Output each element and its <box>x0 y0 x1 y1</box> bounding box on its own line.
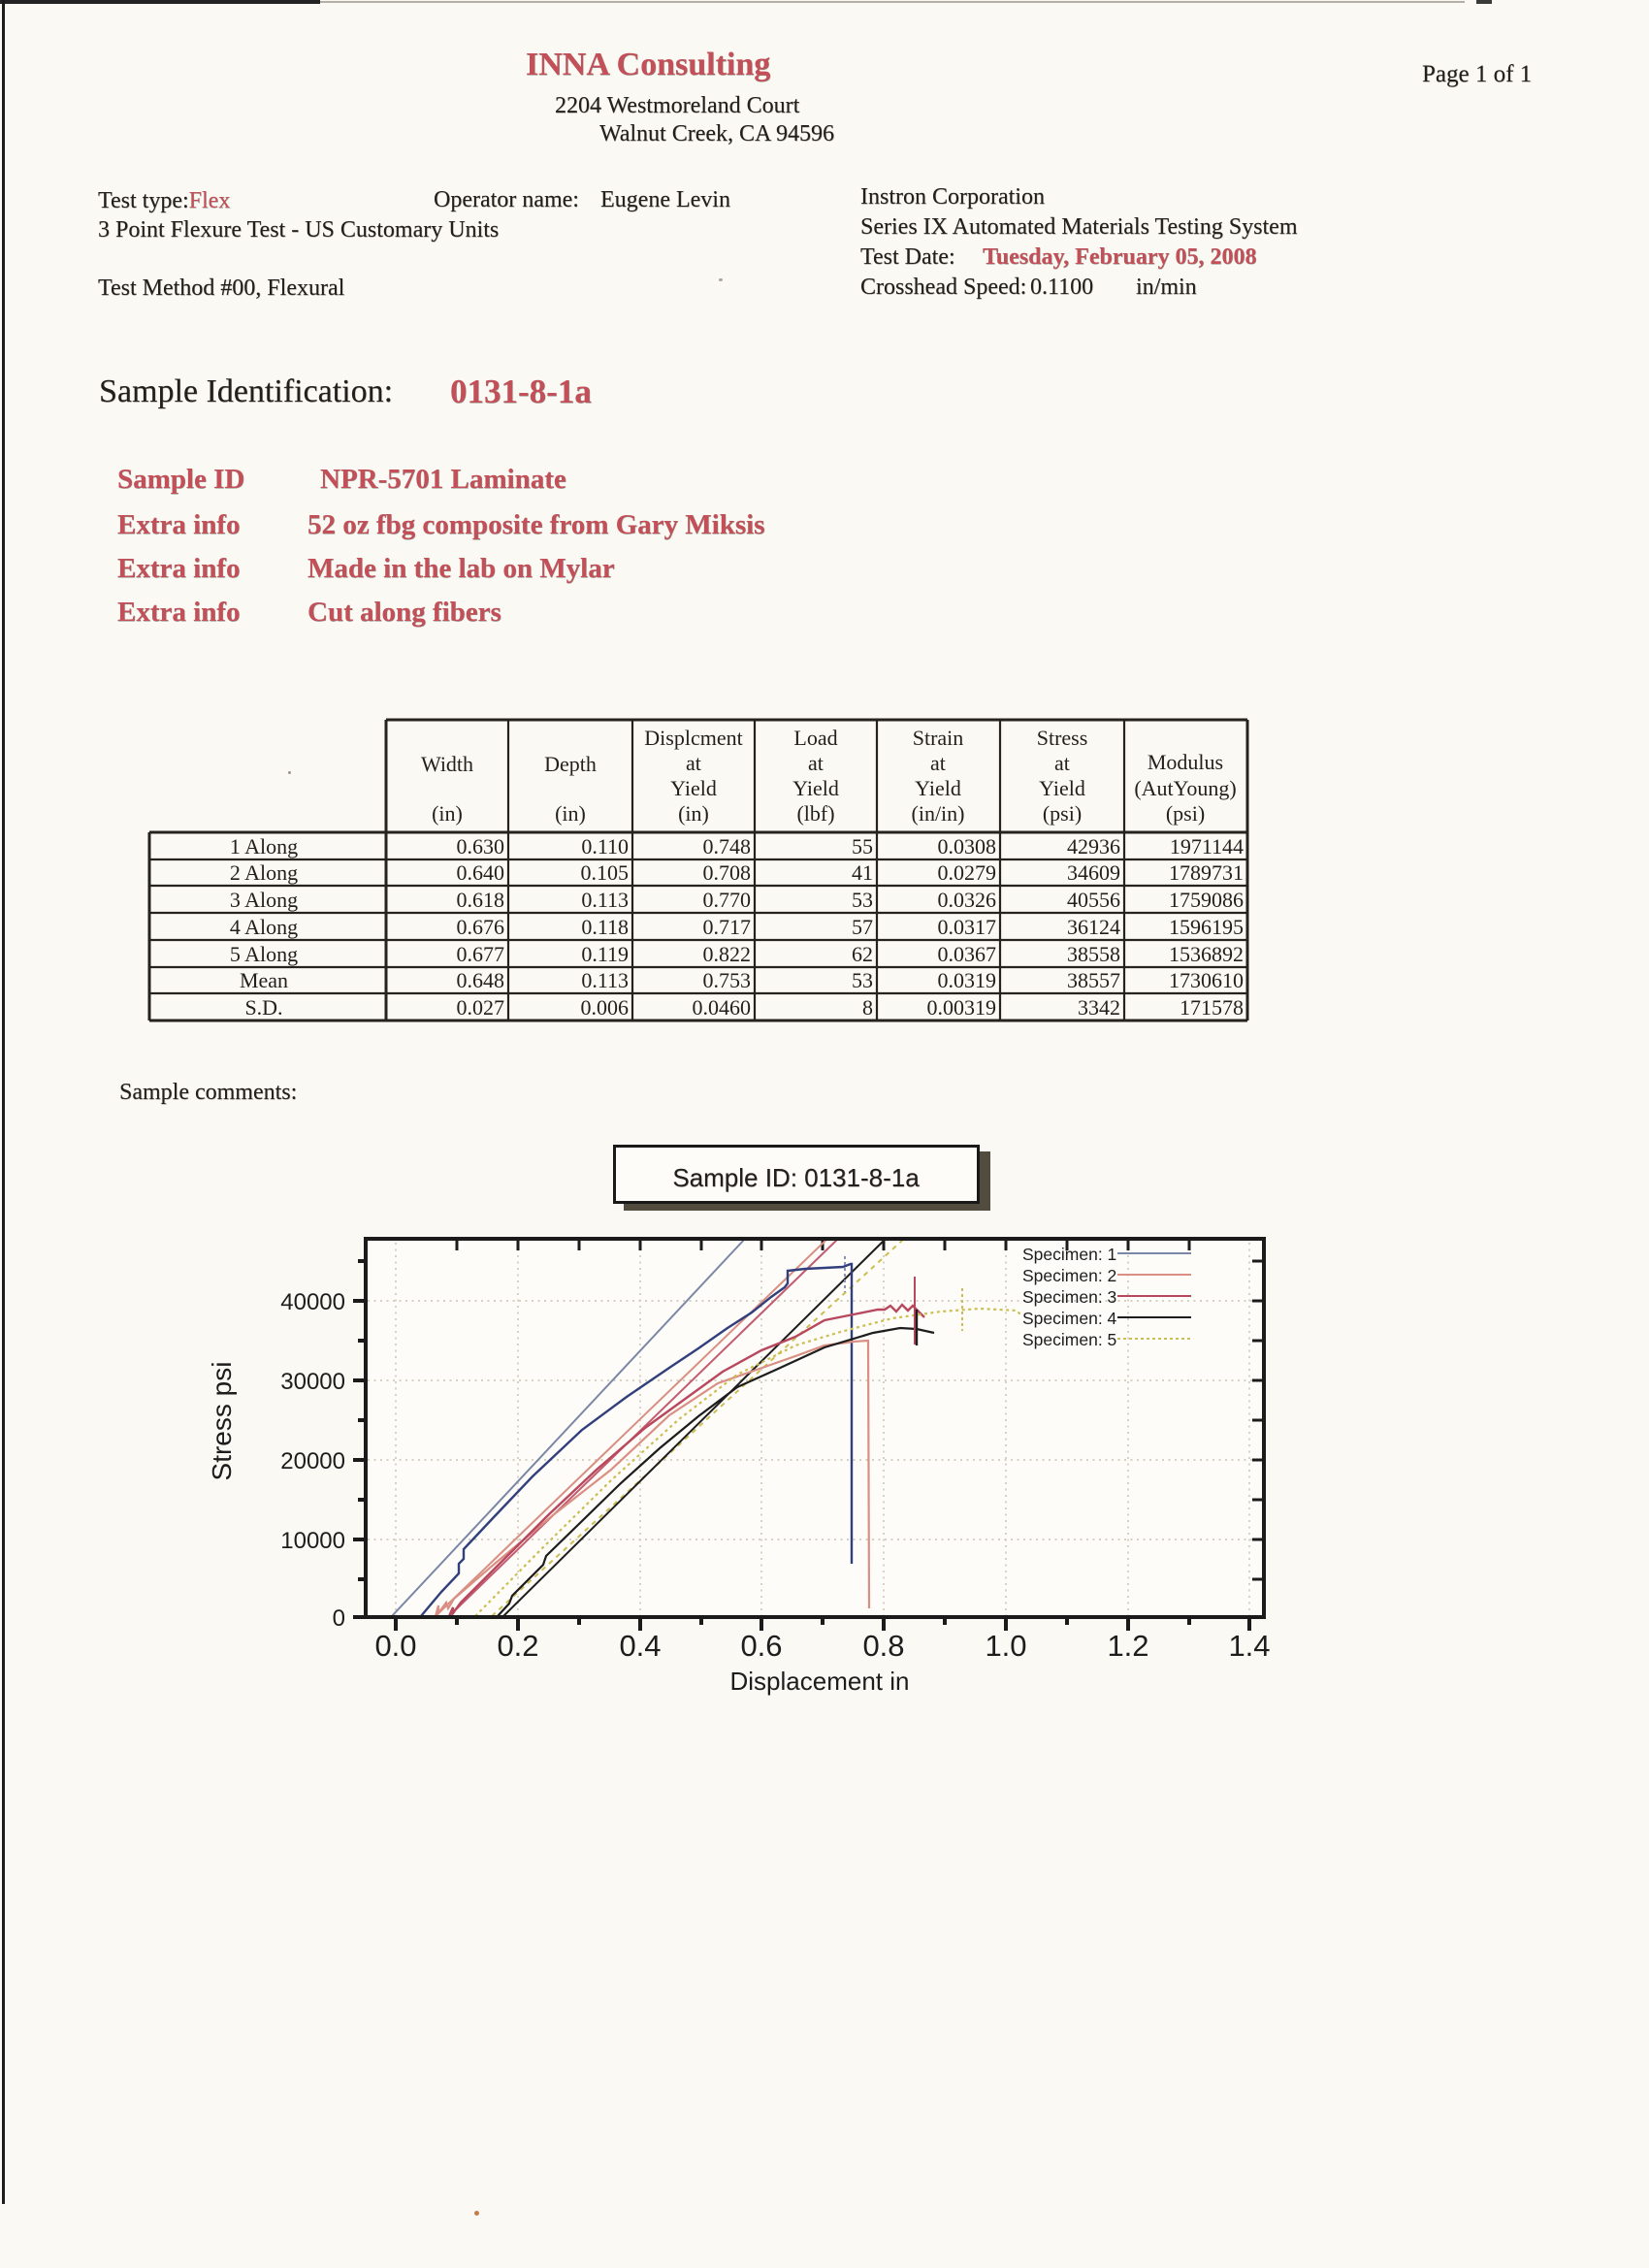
svg-text:Specimen: 5: Specimen: 5 <box>1022 1330 1116 1349</box>
svg-text:1 Along: 1 Along <box>230 834 298 859</box>
svg-text:(psi): (psi) <box>1043 801 1082 826</box>
svg-text:8: 8 <box>862 995 873 1020</box>
svg-text:(AutYoung): (AutYoung) <box>1134 776 1236 800</box>
svg-text:(psi): (psi) <box>1166 801 1205 826</box>
svg-text:53: 53 <box>852 968 873 992</box>
svg-text:40556: 40556 <box>1067 888 1120 912</box>
svg-text:at: at <box>686 751 701 775</box>
svg-text:0.105: 0.105 <box>581 860 630 885</box>
svg-text:0.006: 0.006 <box>581 995 630 1020</box>
svg-text:1730610: 1730610 <box>1169 968 1244 992</box>
svg-text:55: 55 <box>852 834 873 859</box>
svg-text:1536892: 1536892 <box>1169 942 1244 966</box>
svg-text:0.770: 0.770 <box>703 888 752 912</box>
svg-text:34609: 34609 <box>1067 860 1120 885</box>
svg-text:(in): (in) <box>678 801 709 826</box>
svg-text:57: 57 <box>852 915 873 939</box>
svg-text:1.4: 1.4 <box>1228 1629 1270 1663</box>
svg-text:Specimen: 4: Specimen: 4 <box>1022 1309 1117 1328</box>
svg-text:Yield: Yield <box>670 776 717 800</box>
svg-text:0.753: 0.753 <box>703 968 752 992</box>
svg-text:2 Along: 2 Along <box>230 860 298 885</box>
svg-text:53: 53 <box>852 888 873 912</box>
svg-text:Yield: Yield <box>1039 776 1085 800</box>
svg-text:(in/in): (in/in) <box>912 801 965 826</box>
svg-text:171578: 171578 <box>1180 995 1244 1020</box>
svg-text:at: at <box>930 751 946 775</box>
svg-text:Specimen: 2: Specimen: 2 <box>1022 1266 1116 1285</box>
svg-text:0.0: 0.0 <box>374 1629 416 1663</box>
svg-text:0.708: 0.708 <box>703 860 752 885</box>
svg-text:Stress: Stress <box>1037 726 1088 750</box>
svg-text:0.648: 0.648 <box>457 968 505 992</box>
svg-text:Strain: Strain <box>913 726 964 750</box>
svg-text:5 Along: 5 Along <box>230 942 298 966</box>
svg-text:Load: Load <box>793 726 837 750</box>
svg-text:0.640: 0.640 <box>457 860 505 885</box>
svg-text:0.027: 0.027 <box>457 995 505 1020</box>
svg-text:42936: 42936 <box>1067 834 1120 859</box>
svg-text:1.2: 1.2 <box>1107 1629 1148 1663</box>
svg-text:0.0308: 0.0308 <box>938 834 997 859</box>
svg-text:1971144: 1971144 <box>1170 834 1244 859</box>
svg-text:0.0326: 0.0326 <box>938 888 997 912</box>
svg-text:3 Along: 3 Along <box>230 888 298 912</box>
svg-text:Specimen: 3: Specimen: 3 <box>1022 1287 1116 1307</box>
svg-text:at: at <box>1054 751 1070 775</box>
svg-text:Modulus: Modulus <box>1148 750 1223 774</box>
svg-text:4 Along: 4 Along <box>230 915 298 939</box>
svg-text:0.0319: 0.0319 <box>938 968 997 992</box>
svg-text:Mean: Mean <box>240 968 288 992</box>
svg-text:0.717: 0.717 <box>703 915 752 939</box>
svg-text:0.119: 0.119 <box>581 942 629 966</box>
svg-text:38558: 38558 <box>1067 942 1120 966</box>
svg-text:Yield: Yield <box>915 776 961 800</box>
svg-text:0.2: 0.2 <box>497 1629 538 1663</box>
svg-text:(lbf): (lbf) <box>796 801 834 826</box>
svg-text:0.4: 0.4 <box>619 1629 661 1663</box>
svg-text:(in): (in) <box>555 801 586 826</box>
svg-text:0.00319: 0.00319 <box>927 995 997 1020</box>
svg-text:(in): (in) <box>432 801 463 826</box>
svg-text:0.113: 0.113 <box>581 888 629 912</box>
svg-text:Width: Width <box>421 752 473 776</box>
svg-text:0.676: 0.676 <box>457 915 505 939</box>
svg-text:62: 62 <box>852 942 873 966</box>
svg-text:40000: 40000 <box>280 1289 345 1315</box>
svg-text:1789731: 1789731 <box>1169 860 1244 885</box>
svg-text:S.D.: S.D. <box>244 995 282 1020</box>
svg-text:0.618: 0.618 <box>457 888 505 912</box>
svg-text:at: at <box>808 751 824 775</box>
svg-text:Depth: Depth <box>544 752 597 776</box>
svg-text:0.630: 0.630 <box>457 834 505 859</box>
svg-text:1759086: 1759086 <box>1169 888 1244 912</box>
svg-text:1.0: 1.0 <box>985 1629 1026 1663</box>
svg-text:38557: 38557 <box>1067 968 1120 992</box>
svg-text:0.748: 0.748 <box>703 834 752 859</box>
svg-text:Yield: Yield <box>792 776 839 800</box>
svg-text:1596195: 1596195 <box>1169 915 1244 939</box>
svg-text:Displcment: Displcment <box>644 726 742 750</box>
svg-text:36124: 36124 <box>1067 915 1120 939</box>
svg-text:0.113: 0.113 <box>581 968 629 992</box>
svg-text:3342: 3342 <box>1078 995 1120 1020</box>
svg-text:0.110: 0.110 <box>581 834 629 859</box>
svg-text:Displacement in: Displacement in <box>730 1667 910 1696</box>
svg-text:0: 0 <box>333 1605 345 1632</box>
svg-text:0.6: 0.6 <box>740 1629 782 1663</box>
svg-text:0.677: 0.677 <box>457 942 505 966</box>
svg-text:Stress psi: Stress psi <box>207 1362 237 1481</box>
svg-text:0.822: 0.822 <box>703 942 752 966</box>
svg-text:41: 41 <box>852 860 873 885</box>
svg-text:0.0460: 0.0460 <box>693 995 752 1020</box>
svg-text:20000: 20000 <box>280 1448 345 1474</box>
svg-text:0.8: 0.8 <box>862 1629 904 1663</box>
svg-text:10000: 10000 <box>280 1528 345 1554</box>
svg-text:0.0279: 0.0279 <box>938 860 997 885</box>
svg-text:0.0367: 0.0367 <box>938 942 997 966</box>
svg-text:30000: 30000 <box>280 1369 345 1395</box>
svg-text:0.0317: 0.0317 <box>938 915 997 939</box>
svg-text:0.118: 0.118 <box>581 915 629 939</box>
svg-text:Specimen: 1: Specimen: 1 <box>1022 1245 1116 1264</box>
